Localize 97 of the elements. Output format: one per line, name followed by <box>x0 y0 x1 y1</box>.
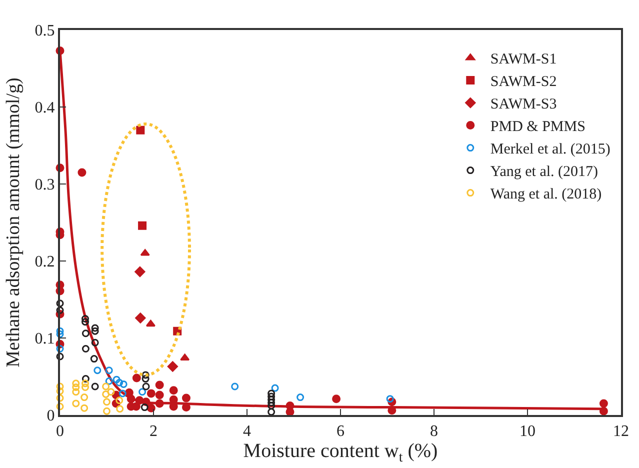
x-tick-label: 4 <box>243 423 251 440</box>
point <box>103 398 110 406</box>
point <box>102 382 110 390</box>
point <box>386 395 394 403</box>
point <box>56 352 64 360</box>
point <box>105 377 113 385</box>
point <box>155 399 164 408</box>
x-tick-label: 8 <box>430 423 438 440</box>
point <box>82 380 89 388</box>
point <box>82 384 89 392</box>
point <box>268 408 276 416</box>
point <box>112 376 120 384</box>
point <box>167 361 178 372</box>
point <box>268 390 276 398</box>
legend-label: SAWM-S1 <box>490 52 557 68</box>
point <box>182 394 190 402</box>
point <box>155 380 164 390</box>
point <box>80 394 88 402</box>
point <box>118 390 126 398</box>
point <box>82 345 90 353</box>
y-tick-label: 0.3 <box>34 176 55 194</box>
point <box>136 126 145 134</box>
legend-label: PMD & PMMS <box>490 119 586 136</box>
point <box>155 390 164 400</box>
point <box>138 388 146 396</box>
point <box>56 330 64 338</box>
x-tick-label: 12 <box>613 423 629 440</box>
point <box>56 300 64 308</box>
point <box>56 345 64 353</box>
point <box>138 221 147 230</box>
point <box>78 168 86 177</box>
point <box>107 388 115 396</box>
point <box>116 405 124 413</box>
legend-label: Merkel et al. (2015) <box>490 142 610 158</box>
point <box>231 382 239 390</box>
point <box>134 266 146 278</box>
point <box>142 375 150 383</box>
point <box>140 249 150 256</box>
y-axis-title: Methane adsorption amount (mmol/g) <box>3 78 24 368</box>
legend-label: Wang et al. (2018) <box>490 186 602 203</box>
point <box>94 366 102 374</box>
point <box>140 404 148 412</box>
point <box>56 327 64 335</box>
y-tick-label: 0.1 <box>34 330 55 348</box>
point <box>56 402 64 410</box>
point <box>132 374 141 382</box>
point <box>135 312 146 324</box>
legend-label: SAWM-S3 <box>490 96 557 113</box>
point <box>146 320 156 327</box>
point <box>120 380 128 388</box>
point <box>56 382 64 390</box>
point <box>116 396 124 404</box>
point <box>116 378 124 386</box>
point <box>90 355 98 363</box>
point <box>599 399 608 408</box>
legend-label: Yang et al. (2017) <box>490 164 598 180</box>
point <box>72 384 80 392</box>
point <box>142 371 150 379</box>
point <box>268 392 276 400</box>
x-tick-label: 2 <box>150 423 158 440</box>
point <box>72 380 80 388</box>
point <box>56 394 64 402</box>
point <box>146 389 156 398</box>
point <box>72 400 80 408</box>
y-tick-label: 0 <box>46 408 55 425</box>
point <box>268 398 276 406</box>
y-tick-label: 0.4 <box>34 100 55 117</box>
point <box>126 394 136 404</box>
y-tick-label: 0.2 <box>34 254 55 271</box>
x-tick-label: 10 <box>520 423 536 440</box>
point <box>105 366 113 374</box>
point <box>82 318 89 326</box>
point <box>332 394 341 404</box>
point <box>180 354 190 361</box>
point <box>169 386 178 395</box>
point <box>103 407 110 415</box>
point <box>91 324 99 332</box>
point <box>599 406 608 416</box>
point <box>72 388 80 396</box>
y-tick-label: 0.5 <box>34 22 55 40</box>
point <box>296 394 304 402</box>
legend-label: SAWM-S2 <box>490 74 557 90</box>
point <box>82 375 90 383</box>
point <box>142 382 150 390</box>
point <box>56 387 64 395</box>
point <box>80 404 88 412</box>
point <box>91 382 99 390</box>
x-tick-label: 6 <box>336 423 344 440</box>
point <box>91 327 99 335</box>
point <box>271 384 279 392</box>
x-axis-title: Moisture content w$_{t}$ (%) <box>243 440 438 466</box>
point <box>268 402 276 410</box>
point <box>82 315 89 322</box>
point <box>56 306 64 314</box>
point <box>91 338 99 346</box>
point <box>102 390 110 398</box>
point <box>82 330 90 338</box>
